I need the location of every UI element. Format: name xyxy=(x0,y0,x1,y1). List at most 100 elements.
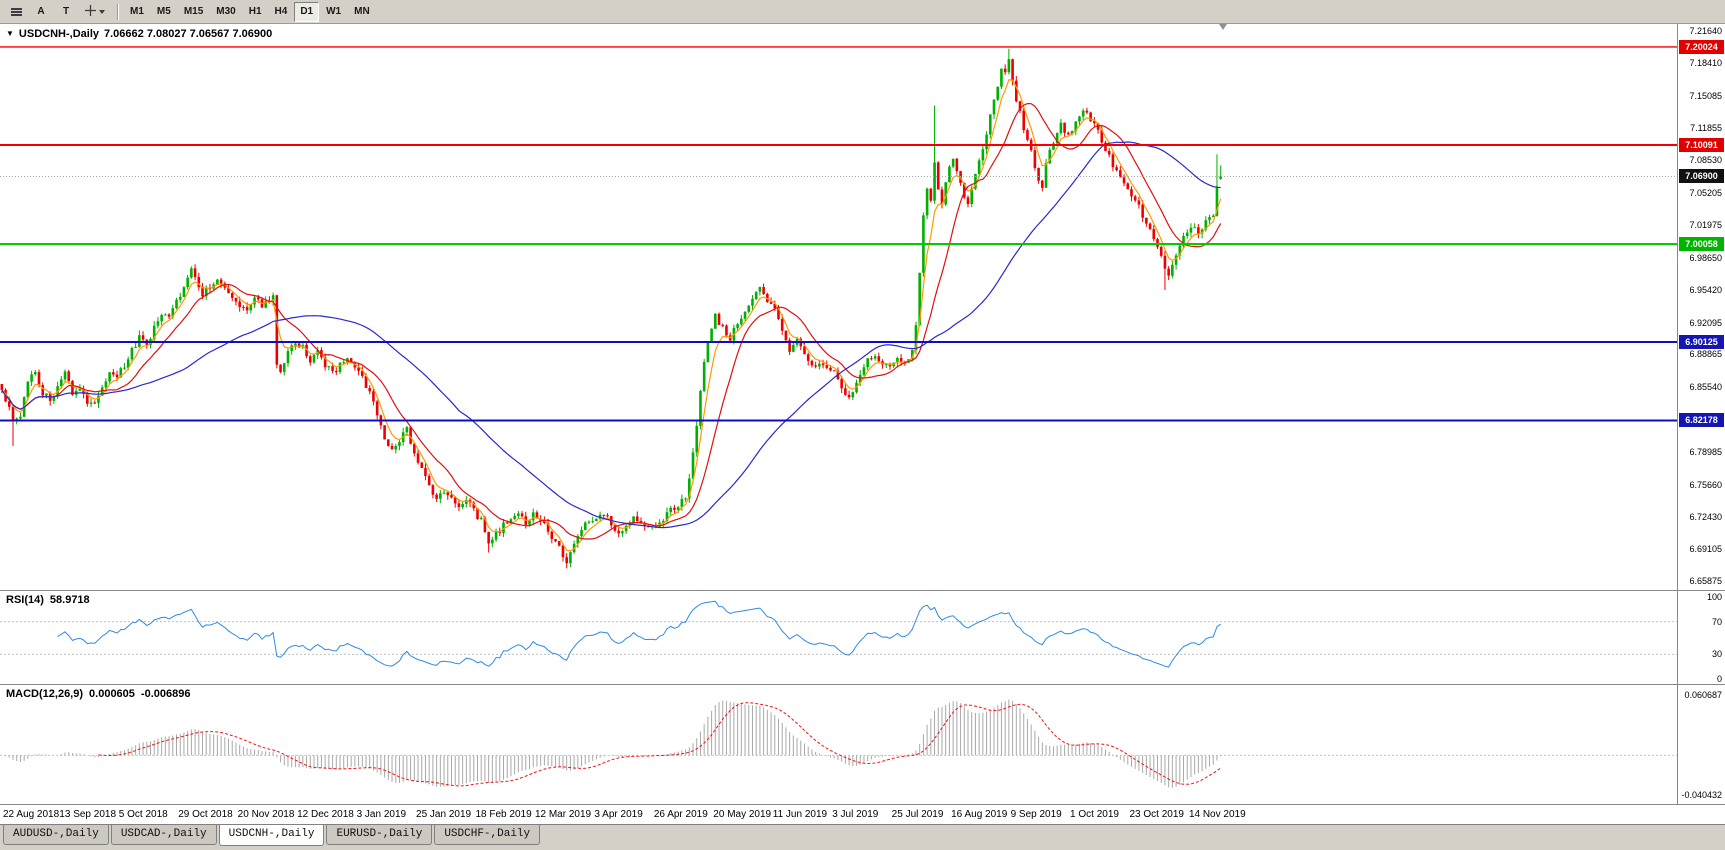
price-badge-7.00058: 7.00058 xyxy=(1679,237,1724,251)
price-axis-label: 7.21640 xyxy=(1689,26,1722,36)
price-axis-label: 7.05205 xyxy=(1689,188,1722,199)
price-axis-label: 7.08530 xyxy=(1689,155,1722,166)
price-badge-6.82178: 6.82178 xyxy=(1679,413,1724,428)
rsi-name: RSI(14) xyxy=(6,594,44,606)
chart-shift-marker[interactable] xyxy=(1219,24,1227,30)
timeframe-group: M1 M5 M15 M30 H1 H4 D1 W1 MN xyxy=(124,1,376,22)
candlestick-chart[interactable] xyxy=(0,24,1677,590)
time-axis-label: 16 Aug 2019 xyxy=(951,809,1008,820)
chart-tab-usdcad-[interactable]: USDCAD-,Daily xyxy=(110,825,217,845)
time-axis-label: 29 Oct 2018 xyxy=(178,809,233,820)
macd-name: MACD(12,26,9) xyxy=(6,688,84,700)
macd-value-signal: -0.006896 xyxy=(140,688,191,700)
chart-tab-bar: AUDUSD-,Daily USDCAD-,Daily USDCNH-,Daily E… xyxy=(0,824,1725,850)
price-chart-panel: ▼ USDCNH-,Daily 7.06662 7.08027 7.06567 … xyxy=(0,24,1725,590)
macd-value-main: 0.000605 xyxy=(89,688,135,700)
macd-label: MACD(12,26,9) 0.000605 -0.006896 xyxy=(6,688,190,700)
price-axis-label: 6.85540 xyxy=(1689,382,1722,393)
rsi-value: 58.9718 xyxy=(49,594,90,606)
chart-tab-usdcnh-[interactable]: USDCNH-,Daily xyxy=(218,825,325,846)
timeframe-m15-button[interactable]: M15 xyxy=(178,2,209,22)
time-axis[interactable]: 22 Aug 2018 13 Sep 2018 5 Oct 2018 29 Oct 2… xyxy=(0,804,1725,824)
timeframe-m5-button[interactable]: M5 xyxy=(151,2,177,22)
price-badge-7.20024: 7.20024 xyxy=(1679,39,1724,54)
price-axis[interactable]: 7.21640 7.18410 7.15085 7.11855 7.08530 7.052… xyxy=(1677,24,1725,590)
time-axis-label: 3 Jul 2019 xyxy=(832,809,879,820)
time-axis-label: 3 Jan 2019 xyxy=(356,809,407,820)
rsi-axis-label: 0 xyxy=(1716,674,1722,684)
time-axis-label: 12 Dec 2018 xyxy=(297,809,354,820)
rsi-axis-label: 30 xyxy=(1711,649,1722,660)
price-axis-label: 6.98650 xyxy=(1689,252,1722,263)
chart-list-button[interactable] xyxy=(4,2,28,22)
rsi-axis-label: 70 xyxy=(1711,616,1722,627)
time-axis-label: 22 Aug 2018 xyxy=(3,809,60,820)
timeframe-w1-button[interactable]: W1 xyxy=(320,2,347,22)
time-axis-label: 12 Mar 2019 xyxy=(534,809,592,820)
ma-5-line xyxy=(1,79,1222,552)
ma-13-line xyxy=(1,102,1222,540)
ma-50-line xyxy=(1,141,1221,529)
timeframe-h1-button[interactable]: H1 xyxy=(243,2,268,22)
toolbar-separator xyxy=(117,3,118,20)
price-axis-label: 6.65875 xyxy=(1689,576,1722,587)
chart-tab-eurusd-[interactable]: EURUSD-,Daily xyxy=(326,825,433,845)
timeframe-m1-button[interactable]: M1 xyxy=(124,2,150,22)
chart-dropdown-icon[interactable]: ▼ xyxy=(6,29,14,38)
time-axis-label: 20 May 2019 xyxy=(713,809,772,820)
rsi-line xyxy=(57,600,1221,668)
chart-symbol-period: USDCNH-,Daily xyxy=(18,28,99,40)
cursor-tool-button[interactable]: A xyxy=(29,2,53,22)
price-axis-label: 7.11855 xyxy=(1690,122,1722,133)
chart-ohlc-readout: 7.06662 7.08027 7.06567 7.06900 xyxy=(104,28,273,40)
price-axis-label: 7.15085 xyxy=(1689,90,1722,101)
macd-axis-label: 0.060687 xyxy=(1684,689,1722,700)
time-axis-label: 11 Jun 2019 xyxy=(772,809,828,820)
price-axis-label: 6.88865 xyxy=(1689,349,1722,360)
time-axis-label: 23 Oct 2019 xyxy=(1129,809,1184,820)
time-axis-label: 20 Nov 2018 xyxy=(237,809,295,820)
timeframe-m30-button[interactable]: M30 xyxy=(210,2,241,22)
crosshair-icon xyxy=(85,4,96,19)
macd-axis: 0.060687 -0.040432 xyxy=(1677,685,1725,804)
rsi-axis: 100 70 30 0 xyxy=(1677,591,1725,684)
macd-panel: MACD(12,26,9) 0.000605 -0.006896 0.06068… xyxy=(0,684,1725,804)
price-axis-label: 6.95420 xyxy=(1689,284,1722,295)
time-axis-label: 1 Oct 2019 xyxy=(1070,809,1119,820)
price-axis-label: 6.92095 xyxy=(1689,317,1722,328)
price-axis-label: 6.69105 xyxy=(1689,544,1722,555)
price-badge-7.06900: 7.06900 xyxy=(1679,169,1724,184)
rsi-plot[interactable] xyxy=(0,591,1677,684)
main-toolbar: A T M1 M5 M15 M30 H1 H4 D1 W1 MN xyxy=(0,0,1725,24)
chart-title: ▼ USDCNH-,Daily 7.06662 7.08027 7.06567 … xyxy=(6,28,272,40)
time-axis-label: 18 Feb 2019 xyxy=(475,809,532,820)
price-axis-label: 6.78985 xyxy=(1689,446,1722,457)
price-badge-7.10091: 7.10091 xyxy=(1679,137,1724,152)
timeframe-h4-button[interactable]: H4 xyxy=(269,2,294,22)
timeframe-mn-button[interactable]: MN xyxy=(348,2,376,22)
time-axis-label: 25 Jul 2019 xyxy=(891,809,944,820)
macd-plot[interactable] xyxy=(0,685,1677,804)
time-axis-label: 13 Sep 2018 xyxy=(59,809,117,820)
dropdown-caret-icon xyxy=(99,9,105,14)
time-axis-label: 25 Jan 2019 xyxy=(416,809,472,820)
timeframe-d1-button[interactable]: D1 xyxy=(294,1,320,22)
time-axis-label: 26 Apr 2019 xyxy=(653,809,708,820)
rsi-label: RSI(14) 58.9718 xyxy=(6,594,90,606)
price-badge-6.90125: 6.90125 xyxy=(1679,335,1724,350)
time-axis-label: 9 Sep 2019 xyxy=(1010,809,1062,820)
text-tool-button[interactable]: T xyxy=(54,2,78,22)
crosshair-tool-button[interactable] xyxy=(79,2,111,22)
price-axis-label: 6.72430 xyxy=(1689,511,1722,522)
rsi-axis-label: 100 xyxy=(1706,592,1722,602)
rsi-panel: RSI(14) 58.9718 100 70 30 0 xyxy=(0,590,1725,684)
chart-tab-audusd-[interactable]: AUDUSD-,Daily xyxy=(3,825,109,845)
bars-icon xyxy=(10,7,22,17)
macd-axis-label: -0.040432 xyxy=(1681,790,1722,801)
price-axis-label: 7.18410 xyxy=(1689,57,1722,68)
price-axis-label: 7.01975 xyxy=(1689,220,1722,231)
time-axis-label: 14 Nov 2019 xyxy=(1188,809,1246,820)
macd-signal-line xyxy=(98,702,1221,787)
chart-tab-usdchf-[interactable]: USDCHF-,Daily xyxy=(434,825,541,845)
